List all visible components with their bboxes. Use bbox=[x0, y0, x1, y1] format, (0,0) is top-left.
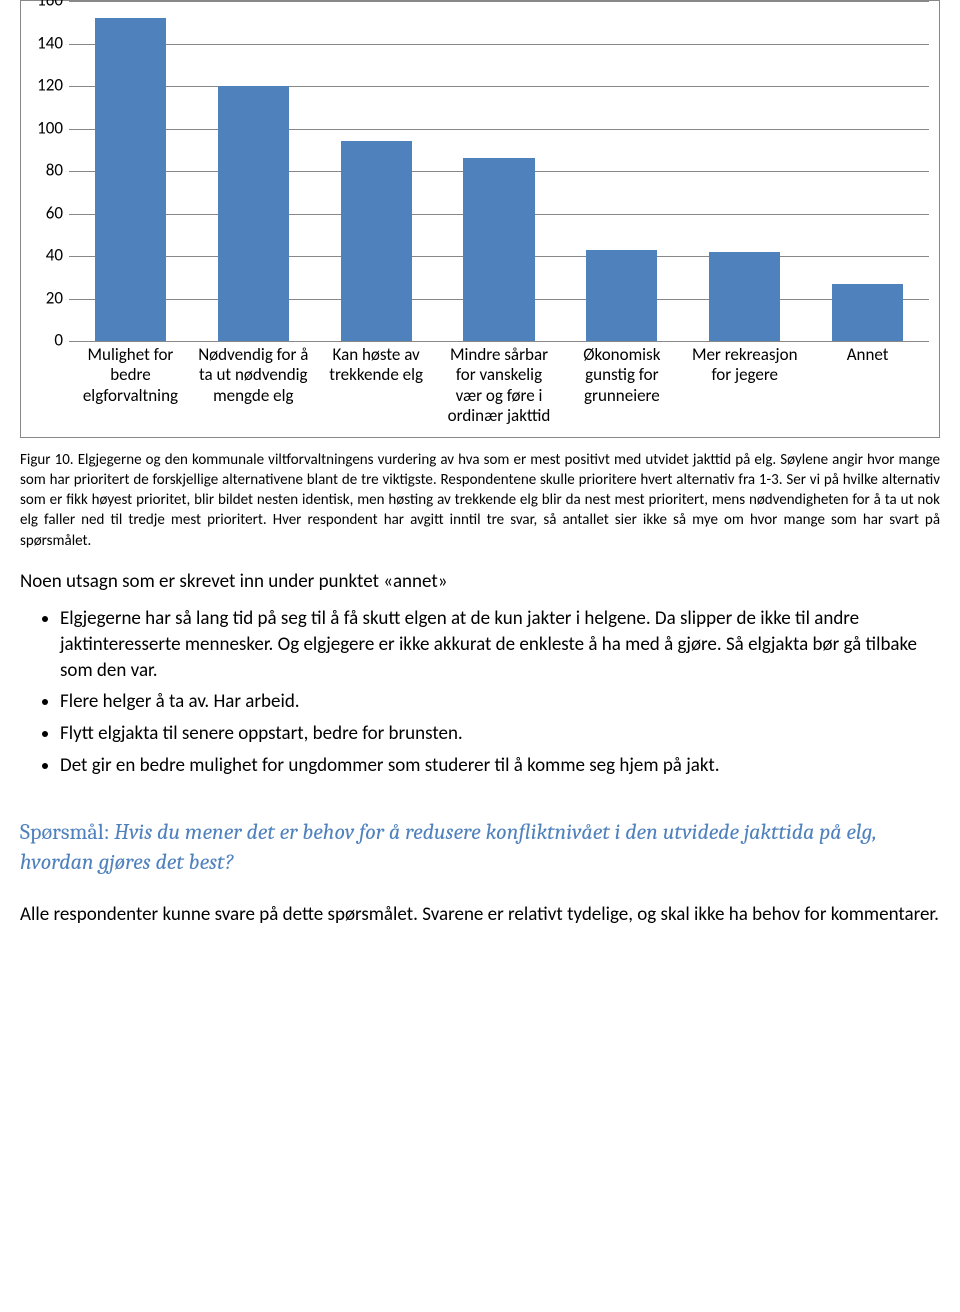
list-item: Elgjegerne har så lang tid på seg til å … bbox=[60, 606, 940, 683]
x-tick-label: Mer rekreasjon for jegere bbox=[683, 341, 806, 437]
bar-slot bbox=[69, 1, 192, 341]
chart-x-axis-labels: Mulighet for bedre elgforvaltningNødvend… bbox=[69, 341, 929, 437]
subheading-annet: Noen utsagn som er skrevet inn under pun… bbox=[20, 569, 940, 595]
y-tick-label: 100 bbox=[29, 117, 63, 140]
y-tick-label: 20 bbox=[29, 287, 63, 310]
gridline bbox=[69, 341, 929, 342]
y-tick-label: 40 bbox=[29, 245, 63, 268]
bar-slot bbox=[560, 1, 683, 341]
list-item: Det gir en bedre mulighet for ungdommer … bbox=[60, 753, 940, 779]
bar-slot bbox=[438, 1, 561, 341]
bar bbox=[463, 158, 534, 341]
y-tick-label: 80 bbox=[29, 160, 63, 183]
x-tick-label: Kan høste av trekkende elg bbox=[315, 341, 438, 437]
bar-chart: 020406080100120140160 Mulighet for bedre… bbox=[20, 0, 940, 438]
x-tick-label: Mulighet for bedre elgforvaltning bbox=[69, 341, 192, 437]
question-label: Spørsmål: bbox=[20, 819, 114, 845]
bar bbox=[832, 284, 903, 341]
y-tick-label: 140 bbox=[29, 32, 63, 55]
closing-paragraph: Alle respondenter kunne svare på dette s… bbox=[20, 902, 940, 928]
chart-plot-area: 020406080100120140160 bbox=[69, 1, 929, 341]
annet-bullet-list: Elgjegerne har så lang tid på seg til å … bbox=[60, 606, 940, 778]
bar bbox=[95, 18, 166, 341]
list-item: Flere helger å ta av. Har arbeid. bbox=[60, 689, 940, 715]
x-tick-label: Annet bbox=[806, 341, 929, 437]
question-text: Hvis du mener det er behov for å reduser… bbox=[20, 819, 877, 875]
bar-slot bbox=[683, 1, 806, 341]
figure-caption: Figur 10. Elgjegerne og den kommunale vi… bbox=[20, 450, 940, 551]
bar bbox=[218, 86, 289, 341]
bar bbox=[586, 250, 657, 341]
bar-slot bbox=[315, 1, 438, 341]
y-tick-label: 0 bbox=[29, 330, 63, 353]
y-tick-label: 160 bbox=[29, 0, 63, 12]
chart-bars bbox=[69, 1, 929, 341]
y-tick-label: 60 bbox=[29, 202, 63, 225]
bar-slot bbox=[192, 1, 315, 341]
bar bbox=[341, 141, 412, 341]
x-tick-label: Mindre sårbar for vanskelig vær og føre … bbox=[438, 341, 561, 437]
bar-slot bbox=[806, 1, 929, 341]
x-tick-label: Nødvendig for å ta ut nødvendig mengde e… bbox=[192, 341, 315, 437]
list-item: Flytt elgjakta til senere oppstart, bedr… bbox=[60, 721, 940, 747]
x-tick-label: Økonomisk gunstig for grunneiere bbox=[560, 341, 683, 437]
question-heading: Spørsmål: Hvis du mener det er behov for… bbox=[20, 818, 940, 877]
y-tick-label: 120 bbox=[29, 75, 63, 98]
bar bbox=[709, 252, 780, 341]
